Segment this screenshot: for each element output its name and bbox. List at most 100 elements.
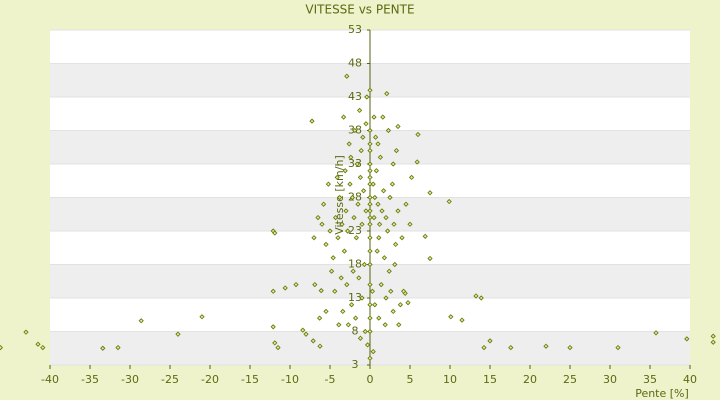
point [344, 228, 351, 234]
point [376, 235, 382, 241]
point [384, 91, 390, 97]
point [312, 281, 318, 288]
point [332, 288, 338, 294]
point [363, 208, 369, 214]
point [392, 261, 398, 268]
x-tick-label: 35 [643, 373, 657, 386]
point [335, 235, 341, 241]
point [320, 201, 327, 207]
point [385, 127, 392, 134]
point [371, 214, 377, 221]
point [380, 188, 387, 194]
point [352, 315, 359, 321]
point [315, 214, 321, 221]
point [300, 327, 306, 333]
point [340, 114, 347, 120]
point [360, 188, 367, 194]
y-tick-label: 43 [348, 90, 362, 103]
point [367, 87, 373, 93]
x-tick-label: -20 [201, 373, 219, 386]
point [383, 295, 389, 301]
point [359, 221, 365, 227]
point [473, 293, 479, 299]
point [367, 328, 373, 335]
point [388, 288, 394, 294]
point [400, 288, 407, 294]
point [367, 214, 373, 221]
point [353, 235, 360, 241]
point [325, 181, 332, 187]
point [372, 134, 379, 140]
point [405, 300, 411, 306]
point [508, 344, 514, 351]
point [23, 329, 29, 335]
point [375, 141, 381, 147]
point [371, 114, 377, 120]
point [367, 302, 373, 308]
point [383, 214, 389, 221]
point [367, 161, 373, 167]
point [367, 281, 373, 288]
point [367, 221, 373, 227]
point [360, 134, 366, 140]
point [567, 344, 573, 351]
point [342, 168, 348, 174]
point [370, 348, 376, 355]
point [396, 322, 402, 328]
point [344, 281, 350, 288]
point [369, 288, 376, 294]
point [318, 287, 324, 294]
point [408, 174, 415, 181]
point [487, 338, 493, 344]
point [317, 343, 323, 349]
point [390, 308, 396, 315]
point [375, 201, 381, 207]
y-tick-label: 53 [348, 23, 362, 36]
x-tick-label: -25 [161, 373, 179, 386]
x-tick-label: -15 [241, 373, 259, 386]
point [359, 295, 365, 301]
point [395, 208, 401, 214]
x-tick-label: 20 [523, 373, 537, 386]
point [327, 228, 333, 234]
point [376, 221, 383, 227]
point [380, 114, 386, 120]
point [389, 181, 396, 187]
point [348, 154, 354, 160]
x-axis-label: Pente [%] [635, 387, 689, 400]
point [309, 118, 315, 124]
point [175, 331, 181, 337]
x-tick-label: 30 [603, 373, 617, 386]
point [386, 268, 392, 274]
y-tick-label: 48 [348, 57, 362, 70]
point [387, 194, 393, 201]
point [293, 281, 299, 288]
point [364, 94, 370, 100]
y-tick-label: 8 [352, 325, 359, 338]
point [270, 288, 276, 294]
point [367, 235, 373, 241]
point [351, 214, 357, 221]
y-tick-label: 13 [348, 291, 362, 304]
point [407, 221, 413, 227]
point [367, 141, 373, 147]
y-tick-label: 18 [348, 258, 362, 271]
point [382, 322, 388, 328]
point [374, 248, 380, 254]
point [311, 235, 317, 241]
point [349, 194, 356, 201]
point [395, 123, 401, 130]
point [392, 241, 399, 248]
point [334, 174, 340, 181]
point [379, 208, 385, 214]
point [323, 308, 329, 315]
y-tick-label: 23 [348, 224, 362, 237]
point [340, 308, 346, 315]
point [415, 131, 421, 138]
point [446, 198, 452, 205]
point [282, 285, 288, 291]
x-tick-label: 0 [367, 373, 374, 386]
point [397, 302, 404, 308]
point [615, 344, 621, 351]
